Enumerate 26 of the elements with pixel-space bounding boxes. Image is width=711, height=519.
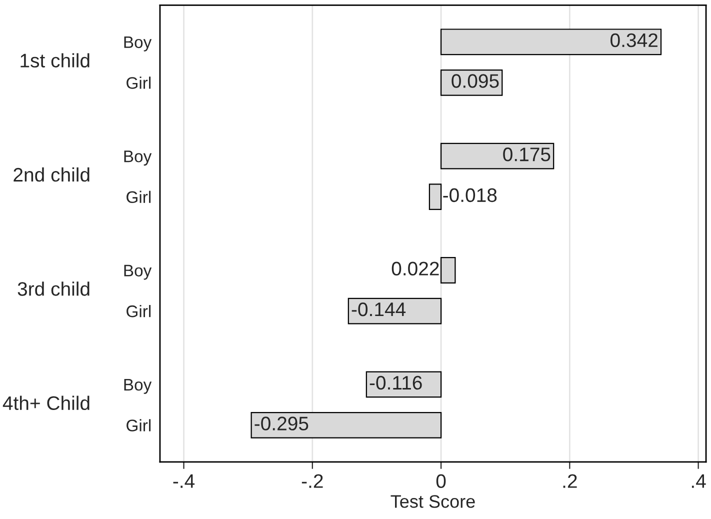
y-tick-label: Girl bbox=[126, 190, 151, 204]
y-tick-label: Boy bbox=[124, 36, 152, 52]
text: 1st child bbox=[20, 53, 90, 68]
y-tick-label: Boy bbox=[124, 264, 152, 280]
y-tick-label: Girl bbox=[126, 419, 151, 432]
x-tick-label: .2 bbox=[563, 474, 577, 488]
data-label: -0.116 bbox=[370, 376, 422, 390]
y-tick-label: Boy bbox=[124, 150, 152, 166]
text: 3rd child bbox=[18, 282, 90, 296]
text: 2nd child bbox=[14, 167, 90, 182]
x-tick-label: .4 bbox=[692, 474, 706, 488]
x-tick-label: 0 bbox=[436, 474, 446, 488]
x-tick-label: -.2 bbox=[302, 474, 323, 488]
y-tick-label: Boy bbox=[124, 379, 152, 394]
data-label: 0.022 bbox=[392, 262, 439, 276]
data-label: -0.144 bbox=[352, 302, 406, 316]
x-tick-label: -.4 bbox=[173, 474, 195, 488]
text: 4th+ Child bbox=[2, 396, 90, 410]
data-label: -0.295 bbox=[254, 416, 308, 430]
data-label: -0.018 bbox=[443, 188, 497, 202]
x-axis-title: Test Score bbox=[390, 495, 475, 508]
y-tick-label: Girl bbox=[126, 76, 151, 89]
data-label: 0.095 bbox=[452, 74, 499, 88]
y-tick-label: Girl bbox=[126, 304, 151, 318]
data-label: 0.175 bbox=[503, 148, 550, 162]
data-label: 0.342 bbox=[610, 33, 658, 48]
